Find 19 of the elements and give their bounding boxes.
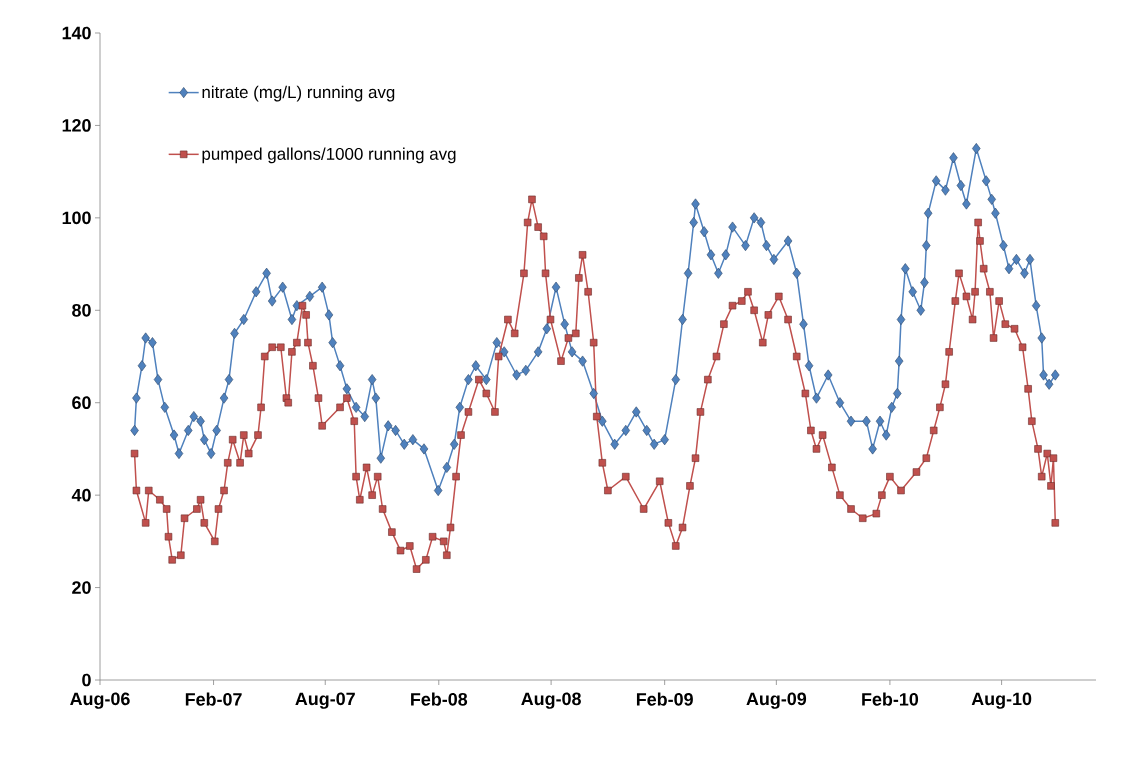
x-tick-label: Aug-08 bbox=[521, 692, 581, 709]
y-tick-label: 40 bbox=[71, 488, 91, 502]
y-tick-label: 80 bbox=[72, 303, 91, 317]
y-tick-label: 100 bbox=[62, 211, 91, 225]
x-tick-label: Aug-07 bbox=[295, 692, 355, 709]
x-tick-label: Aug-06 bbox=[70, 692, 130, 709]
x-tick-label: Feb-09 bbox=[636, 692, 693, 706]
y-tick-label: 60 bbox=[72, 396, 91, 410]
x-tick-label: Feb-10 bbox=[862, 692, 919, 706]
legend-label: nitrate (mg/L) running avg bbox=[202, 85, 395, 102]
x-tick-label: Aug-10 bbox=[971, 692, 1032, 709]
legend-label: pumped gallons/1000 running avg bbox=[202, 147, 456, 164]
y-tick-label: 20 bbox=[72, 581, 91, 594]
y-tick-label: 0 bbox=[82, 673, 91, 687]
x-tick-label: Feb-07 bbox=[185, 692, 242, 706]
x-tick-label: Feb-08 bbox=[411, 692, 468, 706]
y-tick-label: 140 bbox=[62, 26, 91, 40]
x-tick-label: Aug-09 bbox=[746, 692, 807, 709]
y-tick-label: 120 bbox=[62, 119, 91, 132]
